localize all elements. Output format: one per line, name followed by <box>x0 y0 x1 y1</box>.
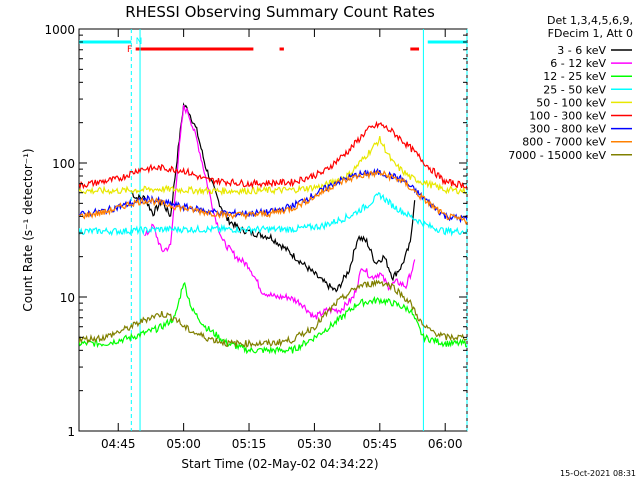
series-line-0 <box>130 102 416 293</box>
flag-label-f: F <box>127 45 132 55</box>
series-line-7 <box>79 170 467 225</box>
flags-layer: FN <box>79 29 468 431</box>
legend-label-1: 6 - 12 keV <box>550 57 606 70</box>
legend-header-0: Det 1,3,4,5,6,9, <box>547 14 633 27</box>
legend-label-7: 800 - 7000 keV <box>522 136 606 149</box>
legend-label-4: 50 - 100 keV <box>536 96 606 109</box>
y-tick-label-1: 10 <box>60 291 75 305</box>
y-tick-label-2: 100 <box>52 157 75 171</box>
x-tick-label-3: 05:30 <box>297 437 332 451</box>
y-axis-label: Count Rate (s⁻¹ detector⁻¹) <box>21 148 35 311</box>
legend-label-8: 7000 - 15000 keV <box>508 149 606 162</box>
series-layer <box>79 102 467 356</box>
y-tick-label-3: 1000 <box>44 23 75 37</box>
series-line-8 <box>79 279 467 348</box>
series-line-3 <box>79 191 467 237</box>
x-tick-label-4: 05:45 <box>363 437 398 451</box>
flag-label-n: N <box>136 37 143 47</box>
legend-label-2: 12 - 25 keV <box>543 70 606 83</box>
chart-title: RHESSI Observing Summary Count Rates <box>125 3 435 21</box>
legend-label-0: 3 - 6 keV <box>557 44 606 57</box>
legend-label-5: 100 - 300 keV <box>529 110 606 123</box>
series-line-5 <box>79 120 467 190</box>
y-tick-label-0: 1 <box>67 425 75 439</box>
footer-timestamp: 15-Oct-2021 08:31 <box>560 469 636 478</box>
series-line-2 <box>79 281 467 356</box>
x-tick-label-1: 05:00 <box>166 437 201 451</box>
x-axis-label: Start Time (02-May-02 04:34:22) <box>181 457 378 471</box>
series-line-1 <box>144 104 416 320</box>
legend: Det 1,3,4,5,6,9,FDecim 1, Att 0 3 - 6 keV… <box>508 14 633 162</box>
legend-header-1: FDecim 1, Att 0 <box>548 27 633 40</box>
x-tick-label-5: 06:00 <box>428 437 463 451</box>
legend-label-3: 25 - 50 keV <box>543 83 606 96</box>
x-tick-label-2: 05:15 <box>232 437 267 451</box>
series-line-4 <box>79 135 467 197</box>
x-tick-label-0: 04:45 <box>101 437 136 451</box>
legend-label-6: 300 - 800 keV <box>529 123 606 136</box>
axes-layer: 04:45 05:00 05:15 05:30 05:45 06:00 1 10 100 1000 <box>44 23 467 451</box>
